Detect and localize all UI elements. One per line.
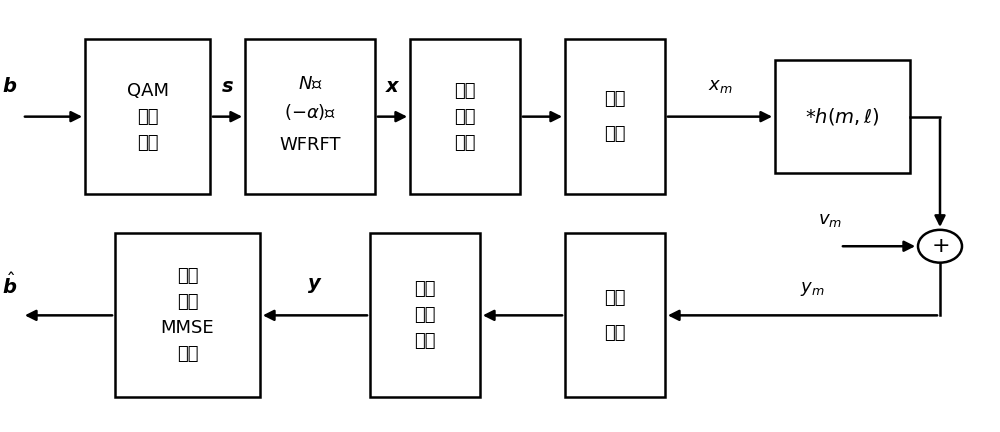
Bar — [370, 233, 480, 397]
Text: 时域: 时域 — [177, 293, 198, 311]
Bar — [115, 233, 260, 397]
Text: $x_m$: $x_m$ — [708, 77, 732, 95]
Text: 循环: 循环 — [454, 108, 476, 126]
Bar — [85, 39, 210, 194]
Bar — [410, 39, 520, 194]
Text: $+$: $+$ — [931, 236, 949, 256]
Text: 迭代: 迭代 — [177, 267, 198, 286]
Text: QAM: QAM — [127, 82, 169, 100]
Text: $N$点: $N$点 — [298, 75, 322, 93]
Text: $\hat{\boldsymbol{b}}$: $\hat{\boldsymbol{b}}$ — [2, 272, 18, 298]
Text: 循环: 循环 — [414, 306, 436, 324]
Text: 前缀: 前缀 — [414, 332, 436, 350]
Text: 串并: 串并 — [604, 289, 626, 307]
Text: $\boldsymbol{y}$: $\boldsymbol{y}$ — [307, 276, 323, 295]
Text: $\boldsymbol{b}$: $\boldsymbol{b}$ — [2, 77, 18, 96]
Text: $\boldsymbol{x}$: $\boldsymbol{x}$ — [385, 77, 400, 96]
Text: $y_m$: $y_m$ — [800, 280, 825, 299]
Text: 前缀: 前缀 — [454, 133, 476, 152]
Bar — [565, 39, 665, 194]
Bar — [565, 233, 665, 397]
Text: $(-\alpha)$阶: $(-\alpha)$阶 — [284, 102, 336, 122]
Text: MMSE: MMSE — [161, 319, 214, 337]
Text: 均衡: 均衡 — [177, 345, 198, 363]
Bar — [245, 39, 375, 194]
Text: 并串: 并串 — [604, 90, 626, 108]
Text: $v_m$: $v_m$ — [818, 211, 842, 229]
Text: 去掉: 去掉 — [414, 280, 436, 299]
Text: 加入: 加入 — [454, 82, 476, 100]
Text: 映射: 映射 — [137, 133, 158, 152]
Text: $*h(m,\ell)$: $*h(m,\ell)$ — [805, 106, 880, 127]
Text: WFRFT: WFRFT — [279, 136, 341, 154]
Text: 星座: 星座 — [137, 108, 158, 126]
Bar — [775, 60, 910, 173]
Text: $\boldsymbol{s}$: $\boldsymbol{s}$ — [221, 77, 234, 96]
Text: 转换: 转换 — [604, 324, 626, 342]
Text: 转换: 转换 — [604, 125, 626, 143]
